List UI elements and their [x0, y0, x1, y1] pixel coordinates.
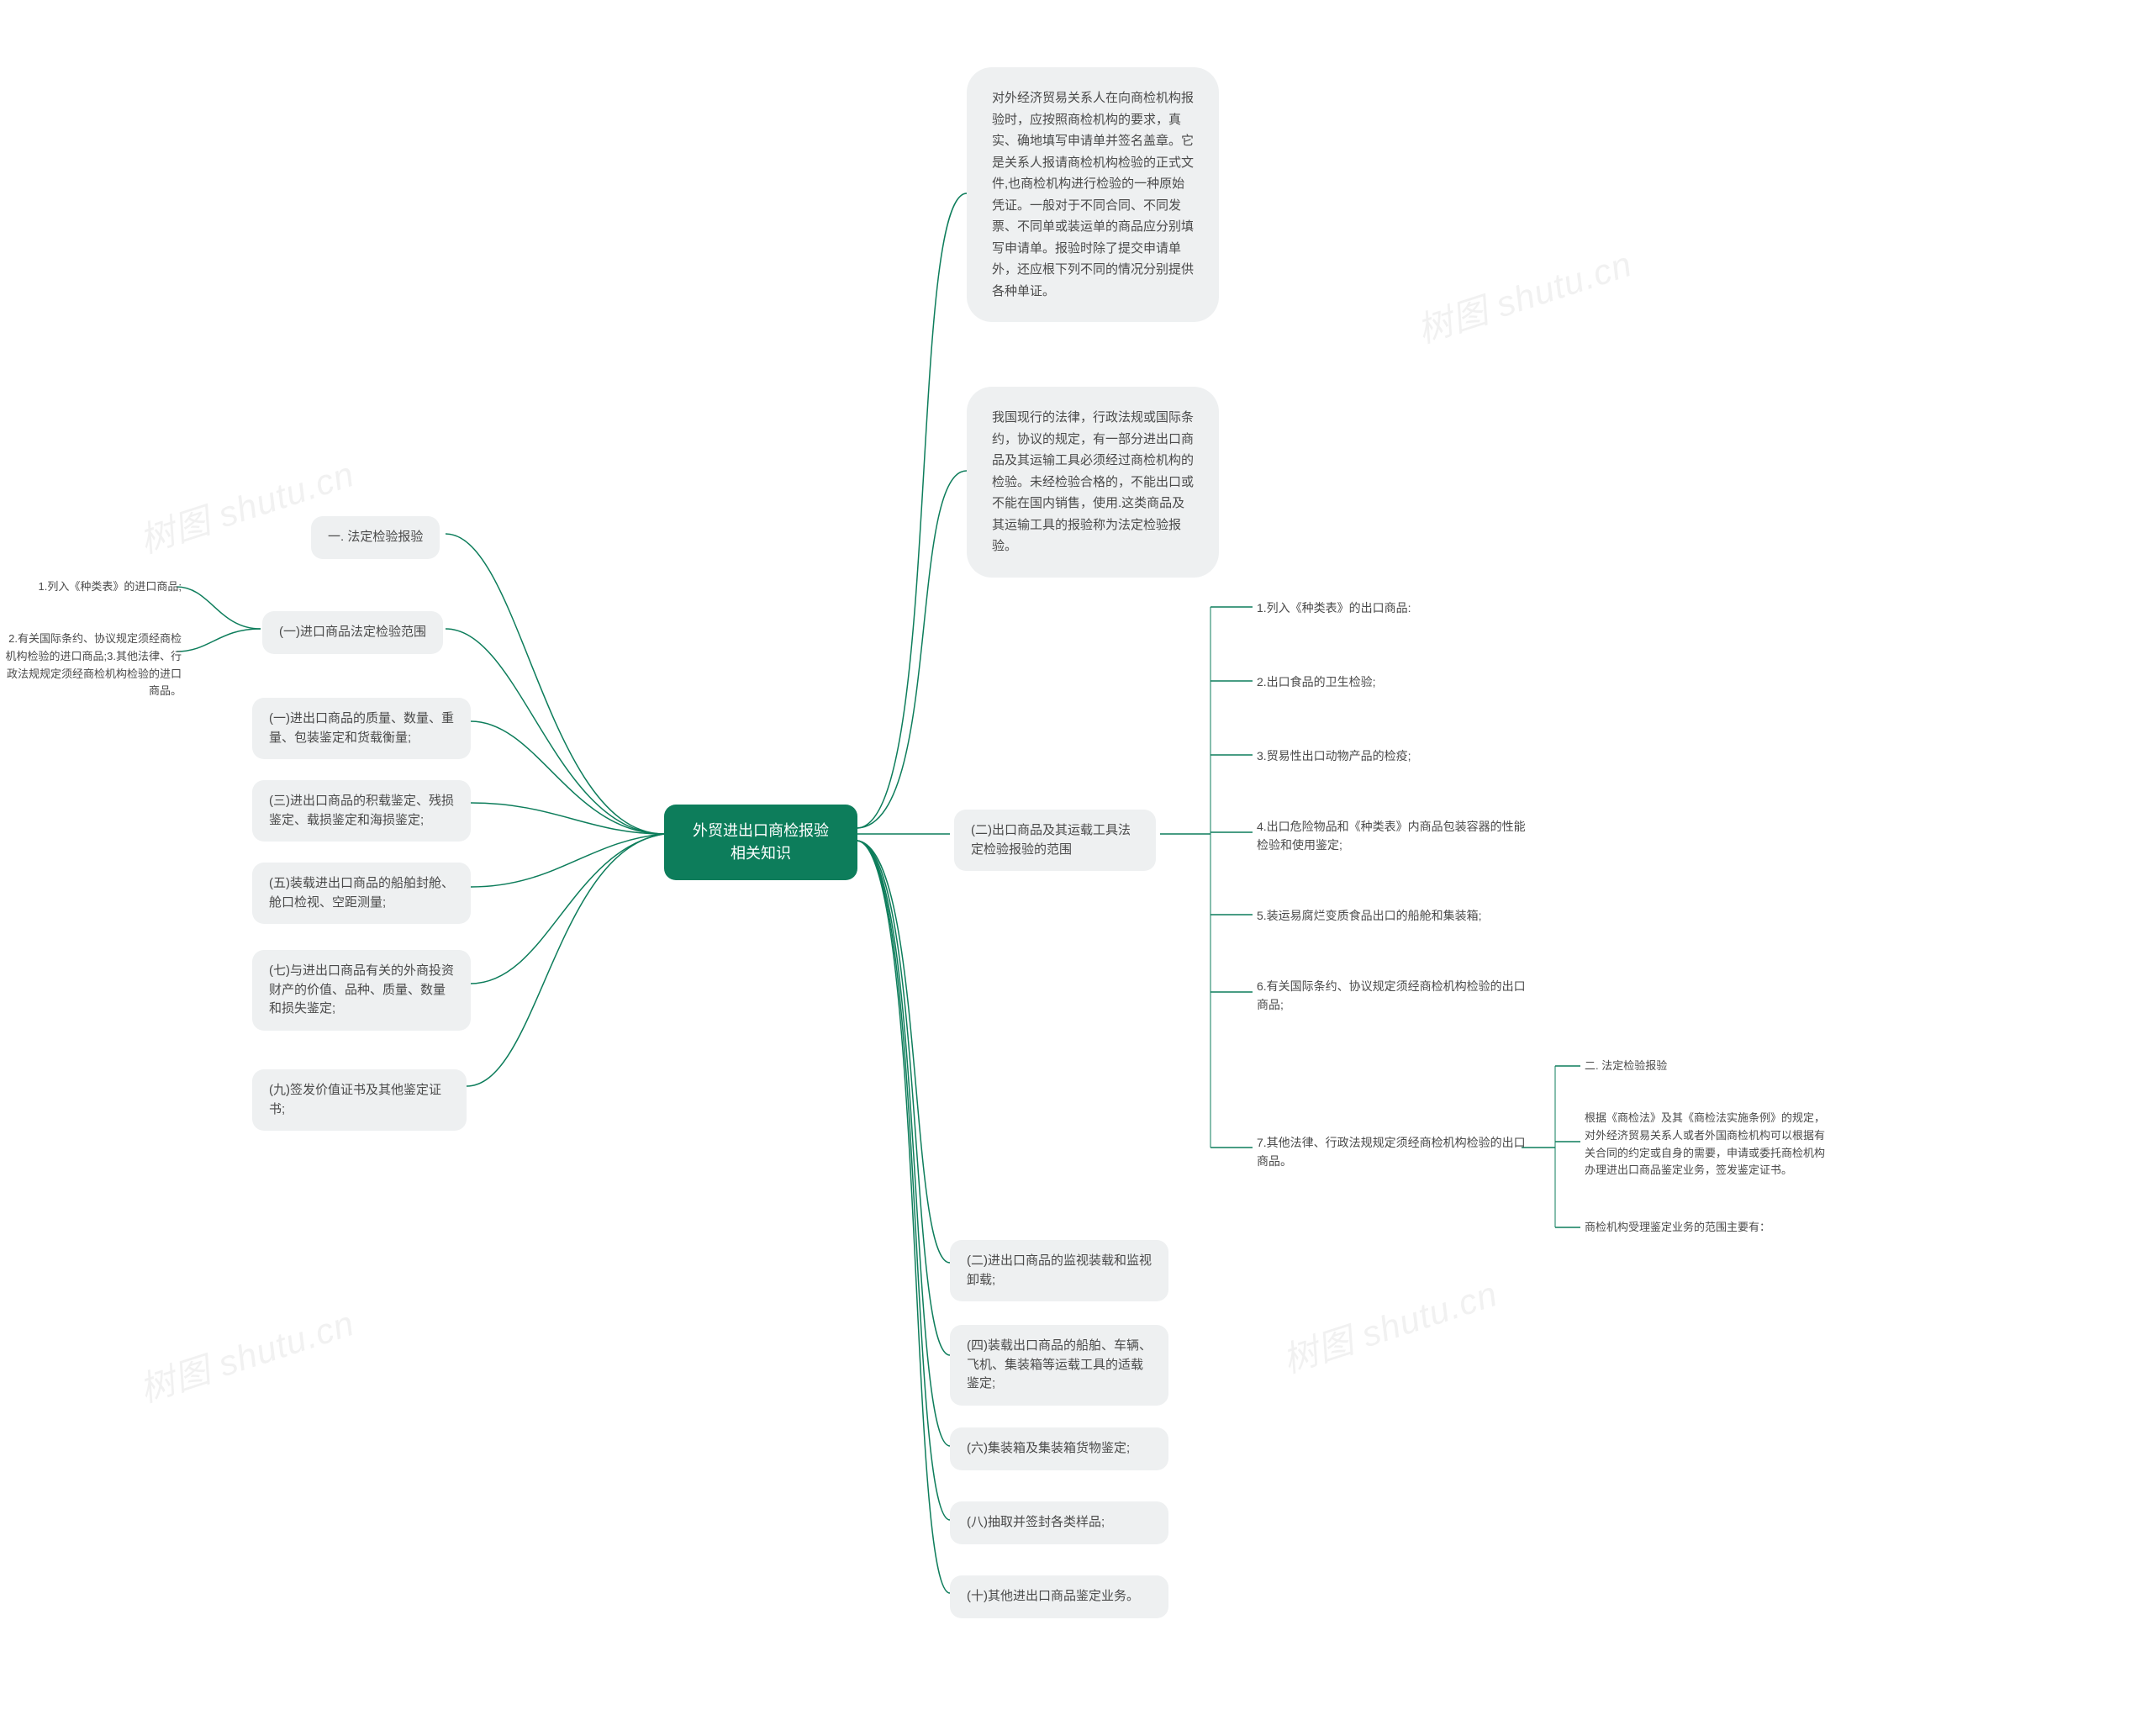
left-node-1: 一. 法定检验报验 [311, 516, 440, 559]
left-node-6: (七)与进出口商品有关的外商投资财产的价值、品种、质量、数量和损失鉴定; [252, 950, 471, 1031]
right-child-3: 3.贸易性出口动物产品的检疫; [1257, 747, 1411, 765]
left-node-2: (一)进口商品法定检验范围 [262, 611, 443, 654]
right-child-2: 2.出口食品的卫生检验; [1257, 673, 1376, 691]
left-node-2a: 1.列入《种类表》的进口商品; [30, 578, 182, 596]
right-simple-4: (四)装载出口商品的船舶、车辆、飞机、集装箱等运载工具的适载鉴定; [950, 1325, 1168, 1406]
left-node-7: (九)签发价值证书及其他鉴定证书; [252, 1069, 467, 1131]
left-node-5: (五)装载进出口商品的船舶封舱、舱口检视、空距测量; [252, 863, 471, 924]
right-main-node: (二)出口商品及其运载工具法定检验报验的范围 [954, 810, 1156, 871]
right-bigtext-2: 我国现行的法律，行政法规或国际条约，协议的规定，有一部分进出口商品及其运输工具必… [967, 387, 1219, 578]
right-child-4: 4.出口危险物品和《种类表》内商品包装容器的性能检验和使用鉴定; [1257, 817, 1534, 855]
right-child-5: 5.装运易腐烂变质食品出口的船舱和集装箱; [1257, 906, 1482, 925]
right-child-7b: 根据《商检法》及其《商检法实施条例》的规定，对外经济贸易关系人或者外国商检机构可… [1585, 1110, 1828, 1179]
right-child-7c: 商检机构受理鉴定业务的范围主要有： [1585, 1219, 1770, 1237]
left-node-3: (一)进出口商品的质量、数量、重量、包装鉴定和货载衡量; [252, 698, 471, 759]
left-node-2b: 2.有关国际条约、协议规定须经商检机构检验的进口商品;3.其他法律、行政法规规定… [5, 631, 182, 700]
right-child-7: 7.其他法律、行政法规规定须经商检机构检验的出口商品。 [1257, 1133, 1526, 1171]
right-simple-2: (二)进出口商品的监视装载和监视卸载; [950, 1240, 1168, 1301]
right-bigtext-1: 对外经济贸易关系人在向商检机构报验时，应按照商检机构的要求，真实、确地填写申请单… [967, 67, 1219, 322]
right-simple-8: (八)抽取并签封各类样品; [950, 1501, 1168, 1544]
left-node-4: (三)进出口商品的积载鉴定、残损鉴定、载损鉴定和海损鉴定; [252, 780, 471, 842]
root-node: 外贸进出口商检报验相关知识 [664, 805, 857, 880]
right-child-1: 1.列入《种类表》的出口商品: [1257, 599, 1411, 617]
right-simple-10: (十)其他进出口商品鉴定业务。 [950, 1575, 1168, 1618]
right-simple-6: (六)集装箱及集装箱货物鉴定; [950, 1427, 1168, 1470]
right-child-6: 6.有关国际条约、协议规定须经商检机构检验的出口商品; [1257, 977, 1534, 1015]
right-child-7a: 二. 法定检验报验 [1585, 1058, 1667, 1075]
